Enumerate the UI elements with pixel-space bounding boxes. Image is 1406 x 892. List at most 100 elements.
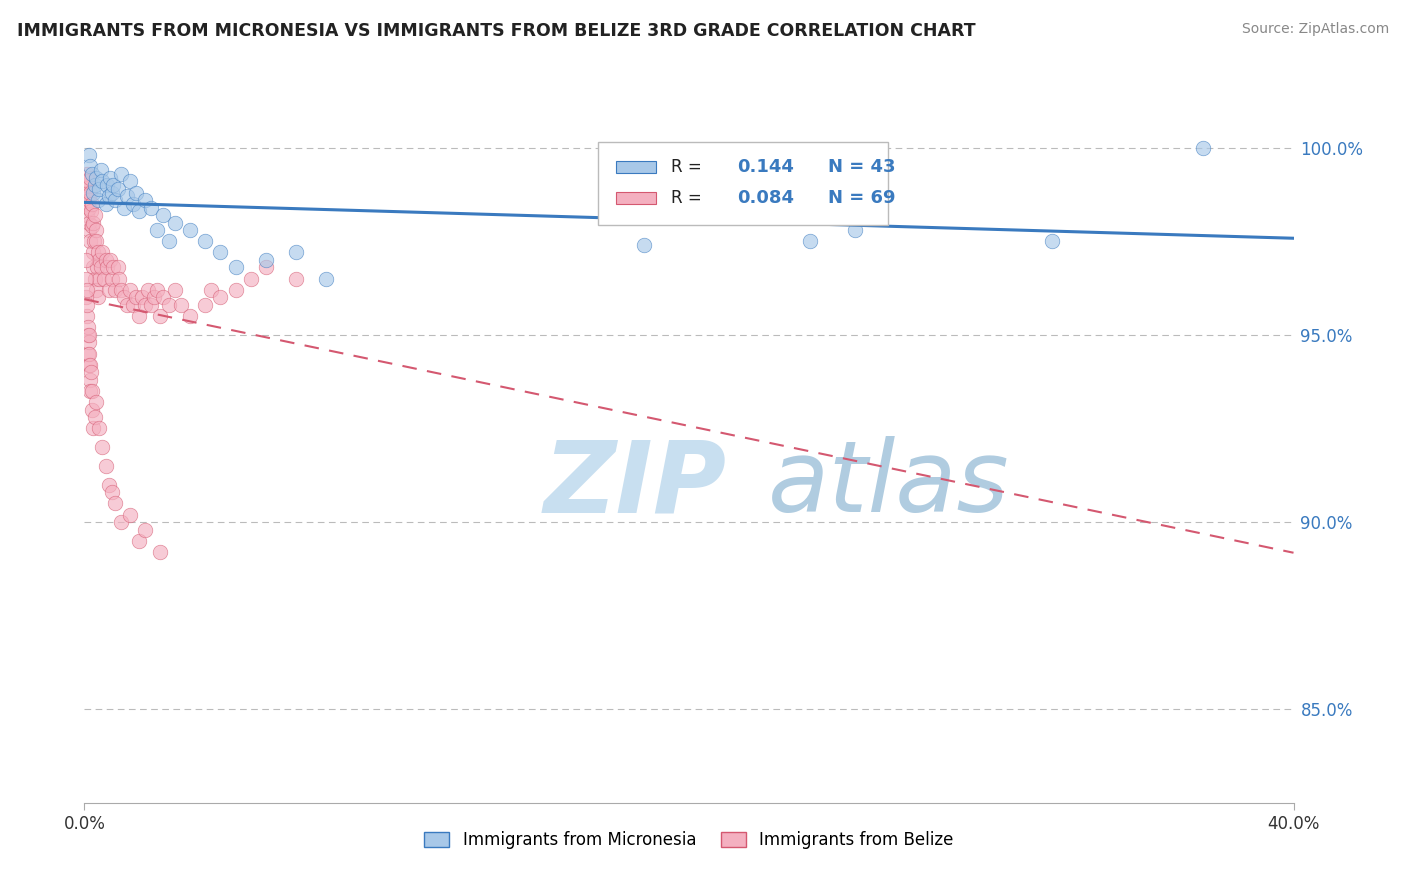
Point [87, 193, 110, 207]
Point [86, 245, 108, 260]
Point [96, 260, 118, 275]
Point [110, 515, 132, 529]
Point [142, 290, 165, 304]
Point [1040, 234, 1063, 248]
Point [254, 252, 277, 267]
Point [152, 290, 174, 304]
Point [76, 283, 98, 297]
Text: N = 69: N = 69 [828, 189, 896, 207]
Point [86, 260, 108, 275]
Point [104, 283, 127, 297]
Point [1192, 141, 1215, 155]
Point [146, 223, 169, 237]
Point [165, 283, 187, 297]
Text: IMMIGRANTS FROM MICRONESIA VS IMMIGRANTS FROM BELIZE 3RD GRADE CORRELATION CHART: IMMIGRANTS FROM MICRONESIA VS IMMIGRANTS… [17, 22, 976, 40]
Point [118, 508, 141, 522]
Point [86, 234, 108, 248]
Point [77, 335, 100, 350]
Point [84, 283, 107, 297]
Point [82, 421, 104, 435]
Point [315, 271, 337, 285]
Point [225, 283, 247, 297]
Point [77, 327, 100, 342]
Point [157, 234, 180, 248]
Point [75, 271, 97, 285]
Point [104, 496, 127, 510]
Point [77, 358, 100, 372]
Point [82, 186, 104, 200]
Text: 0.084: 0.084 [737, 189, 794, 207]
Point [179, 223, 201, 237]
FancyBboxPatch shape [616, 161, 657, 172]
Point [79, 384, 101, 398]
Point [82, 215, 104, 229]
Point [209, 290, 232, 304]
Point [108, 271, 131, 285]
Point [128, 204, 150, 219]
Point [104, 193, 127, 207]
Point [87, 290, 110, 304]
Point [110, 167, 132, 181]
Point [110, 283, 132, 297]
Point [149, 545, 172, 559]
Point [118, 174, 141, 188]
Point [139, 298, 162, 312]
Point [285, 245, 308, 260]
Point [115, 189, 138, 203]
Text: N = 43: N = 43 [828, 158, 896, 176]
Point [101, 260, 124, 275]
Point [75, 196, 97, 211]
Point [165, 215, 187, 229]
Text: 0.144: 0.144 [737, 158, 794, 176]
Point [83, 234, 105, 248]
Point [77, 320, 100, 334]
Point [76, 208, 98, 222]
Point [80, 219, 103, 234]
Point [76, 298, 98, 312]
Point [633, 238, 655, 252]
Point [112, 290, 135, 304]
Point [91, 245, 114, 260]
Point [134, 298, 156, 312]
Point [107, 182, 129, 196]
Point [152, 208, 174, 222]
Point [82, 260, 104, 275]
Point [80, 167, 103, 181]
Point [77, 189, 100, 203]
Point [76, 167, 98, 181]
Point [80, 365, 103, 379]
Point [77, 193, 100, 207]
Point [98, 170, 121, 185]
Point [98, 252, 121, 267]
Point [83, 208, 105, 222]
Point [89, 421, 111, 435]
Point [170, 298, 193, 312]
Text: R =: R = [671, 158, 711, 176]
Point [91, 174, 114, 188]
Point [84, 410, 107, 425]
Point [125, 186, 148, 200]
Point [97, 189, 120, 203]
Point [194, 234, 217, 248]
Point [128, 533, 150, 548]
Point [79, 160, 101, 174]
Point [75, 252, 97, 267]
Point [121, 298, 143, 312]
Point [121, 196, 143, 211]
Point [157, 298, 180, 312]
Point [79, 234, 101, 248]
Point [77, 346, 100, 360]
Point [97, 283, 120, 297]
Point [239, 271, 262, 285]
Point [118, 283, 141, 297]
Point [799, 234, 821, 248]
Point [76, 290, 98, 304]
Point [134, 193, 156, 207]
Point [79, 373, 101, 387]
Point [100, 485, 122, 500]
Point [77, 148, 100, 162]
Point [86, 395, 108, 409]
Point [84, 271, 107, 285]
Point [93, 271, 115, 285]
Point [115, 298, 138, 312]
